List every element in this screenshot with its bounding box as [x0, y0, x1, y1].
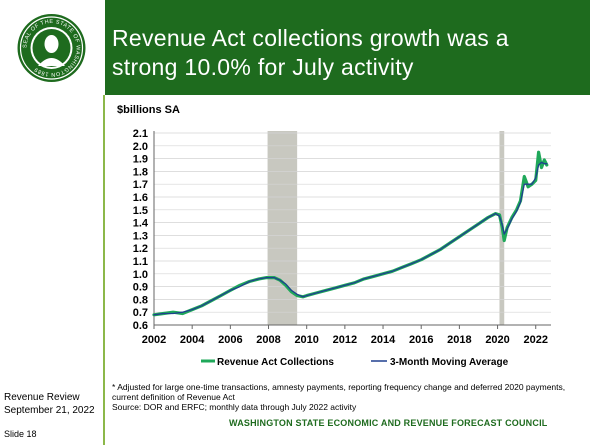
slide-title: Revenue Act collections growth was a str…	[112, 24, 582, 82]
x-tick-label: 2010	[294, 334, 318, 346]
x-tick-label: 2014	[371, 334, 396, 346]
sidebar-review-label: Revenue Review	[4, 392, 80, 403]
chart-series	[152, 150, 549, 317]
y-tick-label: 0.8	[133, 294, 148, 306]
y-tick-label: 1.9	[133, 154, 148, 166]
sidebar-rule	[103, 95, 105, 445]
revenue-line-chart: $billions SA 0.60.70.80.91.01.11.21.31.4…	[117, 104, 551, 368]
y-tick-label: 1.5	[133, 205, 148, 217]
sidebar-date: September 21, 2022	[4, 405, 95, 416]
header-divider	[103, 0, 105, 95]
y-axis-label: $billions SA	[117, 104, 180, 116]
y-tick-label: 2.1	[133, 128, 148, 140]
y-tick-label: 1.4	[133, 218, 149, 230]
y-tick-label: 1.3	[133, 230, 148, 242]
x-tick-label: 2002	[142, 334, 166, 346]
chart-axes	[153, 131, 551, 329]
y-tick-label: 0.7	[133, 307, 148, 319]
x-tick-label: 2008	[256, 334, 280, 346]
x-tick-label: 2018	[447, 334, 471, 346]
x-tick-label: 2006	[218, 334, 242, 346]
y-tick-label: 0.9	[133, 282, 148, 294]
chart-gridlines	[154, 132, 551, 326]
x-tick-label: 2016	[409, 334, 433, 346]
y-tick-label: 1.6	[133, 192, 148, 204]
recession-band-1	[267, 131, 298, 325]
chart-legend: Revenue Act Collections 3-Month Moving A…	[201, 357, 509, 368]
title-line-1: Revenue Act collections growth was a	[112, 25, 509, 51]
y-tick-label: 1.2	[133, 243, 148, 255]
y-tick-label: 2.0	[133, 141, 148, 153]
x-tick-label: 2022	[523, 334, 547, 346]
y-tick-labels: 0.60.70.80.91.01.11.21.31.41.51.61.71.81…	[133, 128, 149, 332]
y-tick-label: 1.7	[133, 179, 148, 191]
y-tick-label: 1.1	[133, 256, 148, 268]
x-tick-labels: 2002 2004 2006 2008 2010 2012 2014 2016 2018 2020…	[142, 334, 548, 346]
slide-number: Slide 18	[4, 429, 37, 439]
legend-label-moving-average: 3-Month Moving Average	[390, 357, 509, 368]
source-note: Source: DOR and ERFC; monthly data throu…	[112, 402, 357, 412]
council-name: WASHINGTON STATE ECONOMIC AND REVENUE FO…	[229, 418, 548, 428]
footnote: * Adjusted for large one-time transactio…	[112, 382, 566, 402]
seal-panel: SEAL OF THE STATE OF WASHINGTON 1889	[0, 0, 103, 95]
legend-label-collections: Revenue Act Collections	[217, 357, 334, 368]
x-tick-label: 2020	[485, 334, 509, 346]
x-tick-label: 2004	[180, 334, 205, 346]
series-line-moving-average	[153, 161, 548, 316]
x-tick-label: 2012	[333, 334, 357, 346]
title-line-2: strong 10.0% for July activity	[112, 54, 414, 80]
series-line-revenue-act-collections	[152, 150, 549, 317]
y-tick-label: 1.0	[133, 269, 148, 281]
washington-state-seal-icon: SEAL OF THE STATE OF WASHINGTON 1889	[17, 14, 86, 82]
y-tick-label: 0.6	[133, 320, 148, 332]
y-tick-label: 1.8	[133, 166, 148, 178]
